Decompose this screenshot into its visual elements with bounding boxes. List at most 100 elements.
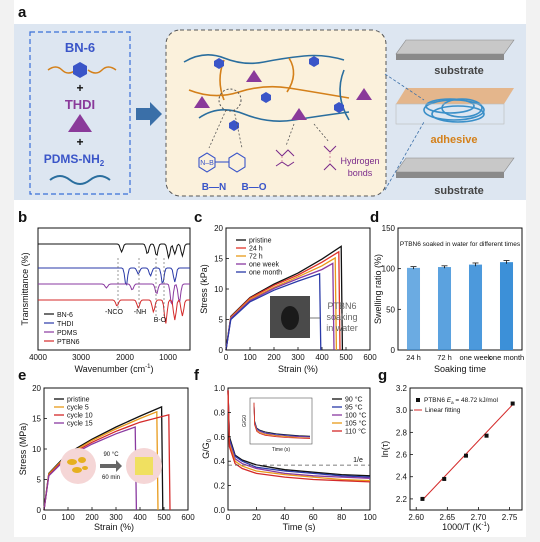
adhesive-layer [396, 88, 514, 104]
g-point-3 [484, 433, 489, 438]
substrate-bottom-face [395, 157, 515, 173]
panel-e-label: e [18, 367, 26, 384]
c-legend-2: 72 h [249, 254, 263, 261]
e-xlabel: Strain (%) [94, 522, 134, 532]
e-legend-3: cycle 15 [67, 421, 93, 428]
nh-annotation: -NH [134, 309, 146, 316]
panel-d-label: d [370, 209, 379, 226]
g-xtick-2.60: 2.60 [408, 513, 424, 522]
f-ticks: 0 20 40 60 80 100 0.0 0.2 0.4 0.6 0.8 1.0 [214, 384, 377, 522]
inset-text-1: PTBN6 [327, 301, 356, 311]
c-xtick-500: 500 [339, 353, 353, 362]
b-ylabel: Transmittance (%) [20, 252, 30, 325]
panel-b-label: b [18, 209, 27, 226]
g-xtick-2.75: 2.75 [502, 513, 518, 522]
g-point-4 [510, 401, 515, 406]
e-xtick-600: 600 [181, 513, 195, 522]
ftir-curve-bn-6 [38, 243, 190, 260]
f-ytick-1.0: 1.0 [214, 384, 226, 393]
bn6-chain-right [87, 66, 117, 74]
e-xtick-100: 100 [61, 513, 75, 522]
f-xtick-0: 0 [226, 513, 231, 522]
zoom-line-1 [384, 73, 425, 101]
sample-before-dish [60, 448, 96, 484]
legend-thdi: THDI [57, 321, 73, 328]
f-legend-3: 105 °C [345, 420, 366, 428]
ftir-curve-ptbn6 [38, 299, 190, 324]
substrate-bottom-label: substrate [434, 185, 484, 197]
bn-structure [198, 152, 246, 173]
legend-pdms: PDMS [57, 330, 78, 337]
f-inset-curves [253, 402, 311, 439]
e-ytick-0: 0 [37, 506, 42, 515]
e-xtick-300: 300 [109, 513, 123, 522]
substrate-top-edge [396, 54, 504, 60]
pdms-chain-icon [49, 175, 111, 185]
e-series-3 [43, 426, 138, 511]
f-ytick-0.4: 0.4 [214, 457, 226, 466]
e-ylabel: Stress (MPa) [18, 423, 28, 476]
inset-text-3: in water [326, 323, 358, 333]
f-ytick-0.2: 0.2 [214, 482, 226, 491]
soaking-sample [281, 306, 299, 330]
f-xlabel: Time (s) [283, 522, 316, 532]
e-xtick-500: 500 [157, 513, 171, 522]
d-bar-2 [468, 264, 483, 350]
c-ytick-5: 5 [219, 316, 224, 325]
pdms-label: PDMS-NH2 [44, 152, 105, 168]
hbond-structure [275, 145, 337, 171]
panel-f-label: f [194, 367, 200, 384]
bn6-hexagon-icon [73, 62, 87, 78]
heat-time: 60 min [102, 475, 120, 481]
g-legend-points: PTBN6 Ea = 48.72 kJ/mol [424, 397, 498, 405]
g-xtick-2.70: 2.70 [471, 513, 487, 522]
e-curves [43, 405, 171, 511]
e-ytick-5: 5 [37, 476, 42, 485]
panel-e-axes [43, 387, 189, 511]
f-note: 1/e [353, 457, 363, 464]
c-xtick-400: 400 [315, 353, 329, 362]
g-point-0 [420, 496, 425, 501]
ftir-legend: BN-6 THDI PDMS PTBN6 [44, 312, 80, 346]
f-xtick-100: 100 [363, 513, 377, 522]
d-ytick-100: 100 [382, 265, 396, 274]
f-inset-ylabel: G/G0 [242, 415, 248, 427]
ftir-curves [38, 243, 190, 324]
g-ytick-2.8: 2.8 [396, 428, 408, 437]
g-xtick-2.65: 2.65 [440, 513, 456, 522]
f-legend-0: 90 °C [345, 396, 363, 404]
d-xtick-3: one month [489, 353, 524, 362]
c-xtick-0: 0 [224, 353, 229, 362]
e-legend-1: cycle 5 [67, 405, 89, 412]
panel-f-axes [227, 387, 371, 511]
zoom-circle [218, 88, 242, 112]
legend-ptbn6: PTBN6 [57, 339, 80, 346]
inset-text-2: soaking [326, 312, 357, 322]
g-fit-line [422, 404, 514, 501]
g-ytick-2.2: 2.2 [396, 495, 408, 504]
g-legend-fit: Linear fitting [425, 407, 461, 414]
c-ytick-15: 15 [214, 255, 223, 264]
c-legend-4: one month [249, 270, 282, 277]
c-ytick-20: 20 [214, 224, 223, 233]
bo-annotation: B-O [154, 317, 167, 324]
heat-temp: 90 °C [103, 452, 119, 458]
f-series-1 [227, 390, 371, 478]
c-series-4 [225, 272, 322, 351]
g-ytick-2.4: 2.4 [396, 473, 408, 482]
f-series-3 [227, 390, 371, 482]
g-ticks: 2.60 2.65 2.70 2.75 2.2 2.4 2.6 2.8 3.0 3.2 [396, 384, 518, 522]
figure-canvas: a BN-6 + THDI + PDMS-NH2 N–B [14, 4, 526, 532]
f-ylabel: G/G0 [201, 438, 213, 459]
plus-2: + [76, 135, 83, 149]
adhesive-mesh-icon [423, 98, 485, 123]
adhesive-label: adhesive [430, 134, 477, 146]
polymer-network [183, 54, 350, 122]
ftir-curve-thdi [38, 267, 190, 286]
d-ytick-50: 50 [386, 305, 395, 314]
plus-1: + [76, 81, 83, 95]
d-bars [406, 260, 514, 350]
f-inset-xlabel: Time (s) [272, 447, 290, 453]
b-xtick-2000: 2000 [116, 353, 134, 362]
